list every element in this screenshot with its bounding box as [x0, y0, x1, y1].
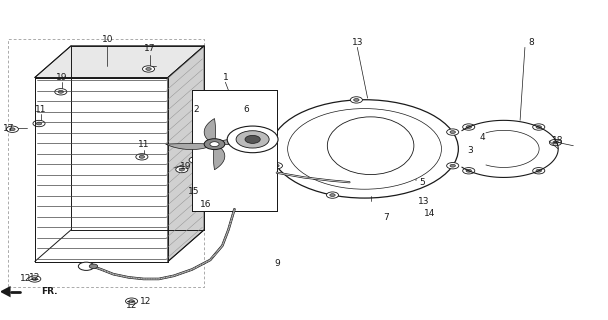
Polygon shape: [0, 286, 10, 297]
Circle shape: [553, 141, 558, 144]
Text: 14: 14: [424, 209, 435, 219]
Circle shape: [125, 298, 137, 304]
Text: 13: 13: [351, 38, 363, 47]
Polygon shape: [215, 139, 263, 145]
Circle shape: [463, 124, 475, 130]
Circle shape: [227, 126, 278, 153]
Text: 7: 7: [383, 212, 389, 222]
Text: 11: 11: [138, 140, 150, 148]
Circle shape: [330, 194, 335, 196]
Circle shape: [78, 262, 94, 270]
Circle shape: [192, 159, 198, 161]
Text: FR.: FR.: [41, 287, 57, 296]
Circle shape: [533, 168, 545, 174]
Text: 1: 1: [223, 73, 228, 82]
Circle shape: [6, 126, 18, 132]
Text: 12: 12: [126, 301, 137, 310]
Circle shape: [189, 157, 201, 163]
Text: 17: 17: [3, 124, 15, 133]
Text: 12: 12: [20, 275, 32, 284]
Circle shape: [139, 156, 145, 158]
Circle shape: [32, 277, 38, 280]
Polygon shape: [204, 118, 216, 144]
Circle shape: [204, 139, 225, 149]
Text: 9: 9: [274, 259, 280, 268]
Circle shape: [89, 264, 98, 268]
Text: 2: 2: [193, 105, 199, 114]
Circle shape: [142, 66, 154, 72]
Circle shape: [10, 128, 15, 131]
Circle shape: [146, 68, 151, 70]
Polygon shape: [35, 77, 168, 261]
Circle shape: [271, 163, 283, 169]
Text: 3: 3: [468, 146, 474, 155]
Circle shape: [274, 164, 279, 167]
Circle shape: [466, 169, 471, 172]
Polygon shape: [165, 144, 215, 149]
Text: 6: 6: [244, 105, 249, 114]
Text: 10: 10: [102, 35, 113, 44]
Circle shape: [536, 169, 542, 172]
Circle shape: [179, 168, 185, 171]
Circle shape: [326, 192, 339, 198]
Circle shape: [447, 163, 459, 169]
Text: 19: 19: [57, 73, 67, 82]
Text: 12: 12: [29, 273, 41, 282]
Circle shape: [36, 122, 42, 125]
Circle shape: [354, 99, 359, 101]
Circle shape: [33, 120, 45, 127]
Text: 19: 19: [181, 162, 192, 171]
Circle shape: [447, 129, 459, 135]
Text: 16: 16: [200, 200, 212, 209]
Circle shape: [271, 100, 458, 198]
Text: 15: 15: [188, 187, 199, 196]
Text: 18: 18: [553, 136, 564, 146]
Circle shape: [236, 131, 269, 148]
Circle shape: [450, 164, 455, 167]
Circle shape: [350, 97, 362, 103]
Circle shape: [536, 125, 542, 128]
Ellipse shape: [327, 117, 414, 175]
Polygon shape: [35, 46, 204, 77]
Polygon shape: [168, 46, 204, 261]
Circle shape: [129, 300, 134, 303]
Circle shape: [55, 89, 67, 95]
Polygon shape: [213, 144, 225, 170]
Circle shape: [450, 131, 455, 133]
Circle shape: [245, 135, 260, 143]
Circle shape: [58, 90, 63, 93]
Text: 13: 13: [418, 197, 430, 206]
Circle shape: [136, 154, 148, 160]
Polygon shape: [192, 90, 277, 211]
Circle shape: [176, 166, 188, 173]
Circle shape: [288, 108, 441, 189]
Text: 4: 4: [480, 133, 485, 142]
Circle shape: [550, 140, 562, 146]
Circle shape: [533, 124, 545, 130]
Text: 8: 8: [528, 38, 534, 47]
Text: 17: 17: [144, 44, 156, 53]
Circle shape: [466, 125, 471, 128]
Text: 5: 5: [419, 178, 425, 187]
Circle shape: [29, 276, 41, 282]
Circle shape: [463, 168, 475, 174]
Text: 11: 11: [35, 105, 47, 114]
Text: 12: 12: [140, 297, 151, 306]
Circle shape: [210, 142, 219, 147]
